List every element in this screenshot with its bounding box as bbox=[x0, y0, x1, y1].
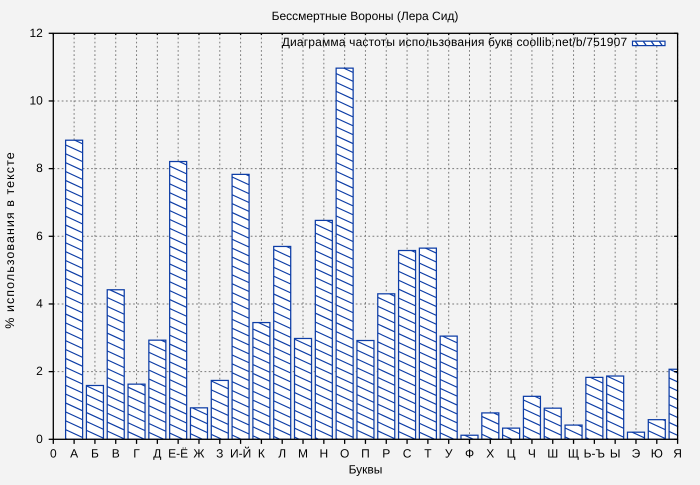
svg-text:Н: Н bbox=[319, 447, 328, 461]
svg-text:А: А bbox=[70, 447, 78, 461]
svg-text:Ь-Ъ: Ь-Ъ bbox=[584, 447, 605, 461]
svg-text:З: З bbox=[216, 447, 223, 461]
svg-text:Ш: Ш bbox=[547, 447, 558, 461]
svg-text:С: С bbox=[403, 447, 412, 461]
svg-text:Ч: Ч bbox=[528, 447, 536, 461]
svg-text:И-Й: И-Й bbox=[230, 447, 251, 461]
svg-text:8: 8 bbox=[36, 161, 43, 175]
svg-text:6: 6 bbox=[36, 229, 43, 243]
svg-text:Э: Э bbox=[632, 447, 641, 461]
svg-text:Р: Р bbox=[382, 447, 390, 461]
svg-text:У: У bbox=[445, 447, 453, 461]
svg-text:Буквы: Буквы bbox=[349, 463, 383, 477]
svg-text:Ц: Ц bbox=[507, 447, 516, 461]
svg-text:Е-Ё: Е-Ё bbox=[168, 447, 188, 461]
svg-text:Ж: Ж bbox=[193, 447, 204, 461]
svg-text:Д: Д bbox=[153, 447, 161, 461]
svg-text:П: П bbox=[361, 447, 370, 461]
svg-text:% использования в тексте: % использования в тексте bbox=[3, 151, 17, 328]
svg-text:2: 2 bbox=[36, 364, 43, 378]
svg-text:Г: Г bbox=[133, 447, 140, 461]
svg-text:В: В bbox=[112, 447, 120, 461]
svg-text:Я: Я bbox=[673, 447, 682, 461]
svg-text:Ю: Ю bbox=[651, 447, 663, 461]
svg-text:10: 10 bbox=[29, 94, 43, 108]
svg-text:М: М bbox=[298, 447, 308, 461]
svg-text:Диаграмма частоты использовани: Диаграмма частоты использования букв coo… bbox=[282, 35, 628, 49]
svg-text:12: 12 bbox=[29, 26, 43, 40]
svg-text:Т: Т bbox=[424, 447, 432, 461]
svg-text:Ф: Ф bbox=[465, 447, 474, 461]
svg-text:Б: Б bbox=[91, 447, 99, 461]
svg-text:К: К bbox=[258, 447, 265, 461]
svg-text:Бессмертные Вороны (Лера Сид): Бессмертные Вороны (Лера Сид) bbox=[272, 9, 459, 23]
svg-text:0: 0 bbox=[36, 432, 43, 446]
svg-text:Ы: Ы bbox=[610, 447, 621, 461]
svg-text:Щ: Щ bbox=[568, 447, 579, 461]
svg-text:Х: Х bbox=[486, 447, 494, 461]
svg-text:0: 0 bbox=[50, 447, 57, 461]
svg-text:4: 4 bbox=[36, 297, 43, 311]
svg-text:О: О bbox=[340, 447, 349, 461]
svg-text:Л: Л bbox=[278, 447, 286, 461]
